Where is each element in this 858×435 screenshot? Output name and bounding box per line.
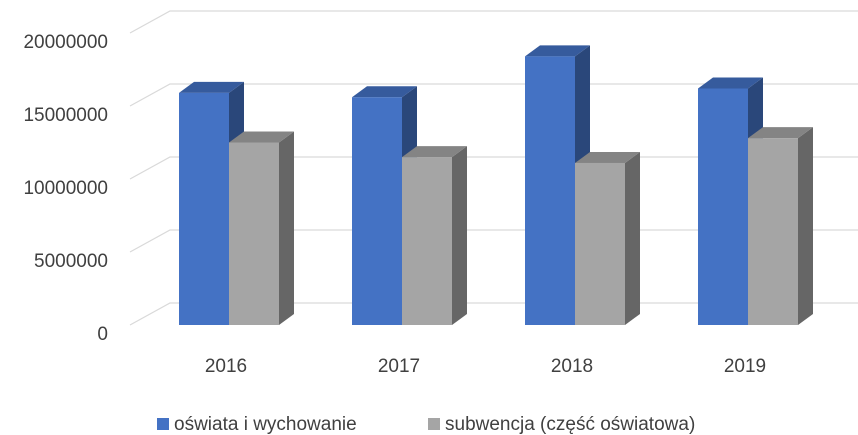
bar-front	[525, 56, 575, 326]
bar-top	[575, 151, 640, 163]
grid-line	[129, 83, 858, 107]
bar-front	[179, 92, 229, 325]
bar-front	[748, 138, 798, 325]
x-tick-label: 2018	[551, 356, 593, 377]
bar-top	[179, 81, 244, 93]
y-tick-label: 0	[97, 324, 108, 345]
bar-top	[748, 127, 813, 139]
bar-front	[698, 88, 748, 325]
bar-top	[402, 146, 467, 158]
x-tick-label: 2017	[378, 356, 420, 377]
bar-side	[798, 127, 813, 326]
y-tick-label: 20000000	[23, 32, 108, 53]
legend-label: subwencja (część oświatowa)	[445, 414, 695, 435]
bar-top	[525, 45, 590, 57]
legend-label: oświata i wychowanie	[174, 414, 357, 435]
y-tick-label: 15000000	[23, 105, 108, 126]
bar-top	[352, 86, 417, 98]
bar-side	[625, 151, 640, 325]
bar	[748, 127, 813, 326]
bar-front	[402, 157, 452, 325]
x-tick-label: 2016	[205, 356, 247, 377]
bar-front	[352, 97, 402, 326]
x-tick-label: 2019	[724, 356, 766, 377]
grid-line	[129, 10, 858, 34]
bar	[229, 131, 294, 325]
bar-side	[452, 146, 467, 325]
bar-top	[229, 131, 294, 143]
legend-swatch	[157, 418, 169, 430]
bar-front	[229, 142, 279, 325]
y-tick-label: 10000000	[23, 178, 108, 199]
bar	[402, 146, 467, 325]
legend-swatch	[428, 418, 440, 430]
y-tick-label: 5000000	[34, 251, 108, 272]
bar-front	[575, 162, 625, 325]
bar	[575, 151, 640, 325]
bar-top	[698, 77, 763, 89]
bar-side	[279, 131, 294, 325]
